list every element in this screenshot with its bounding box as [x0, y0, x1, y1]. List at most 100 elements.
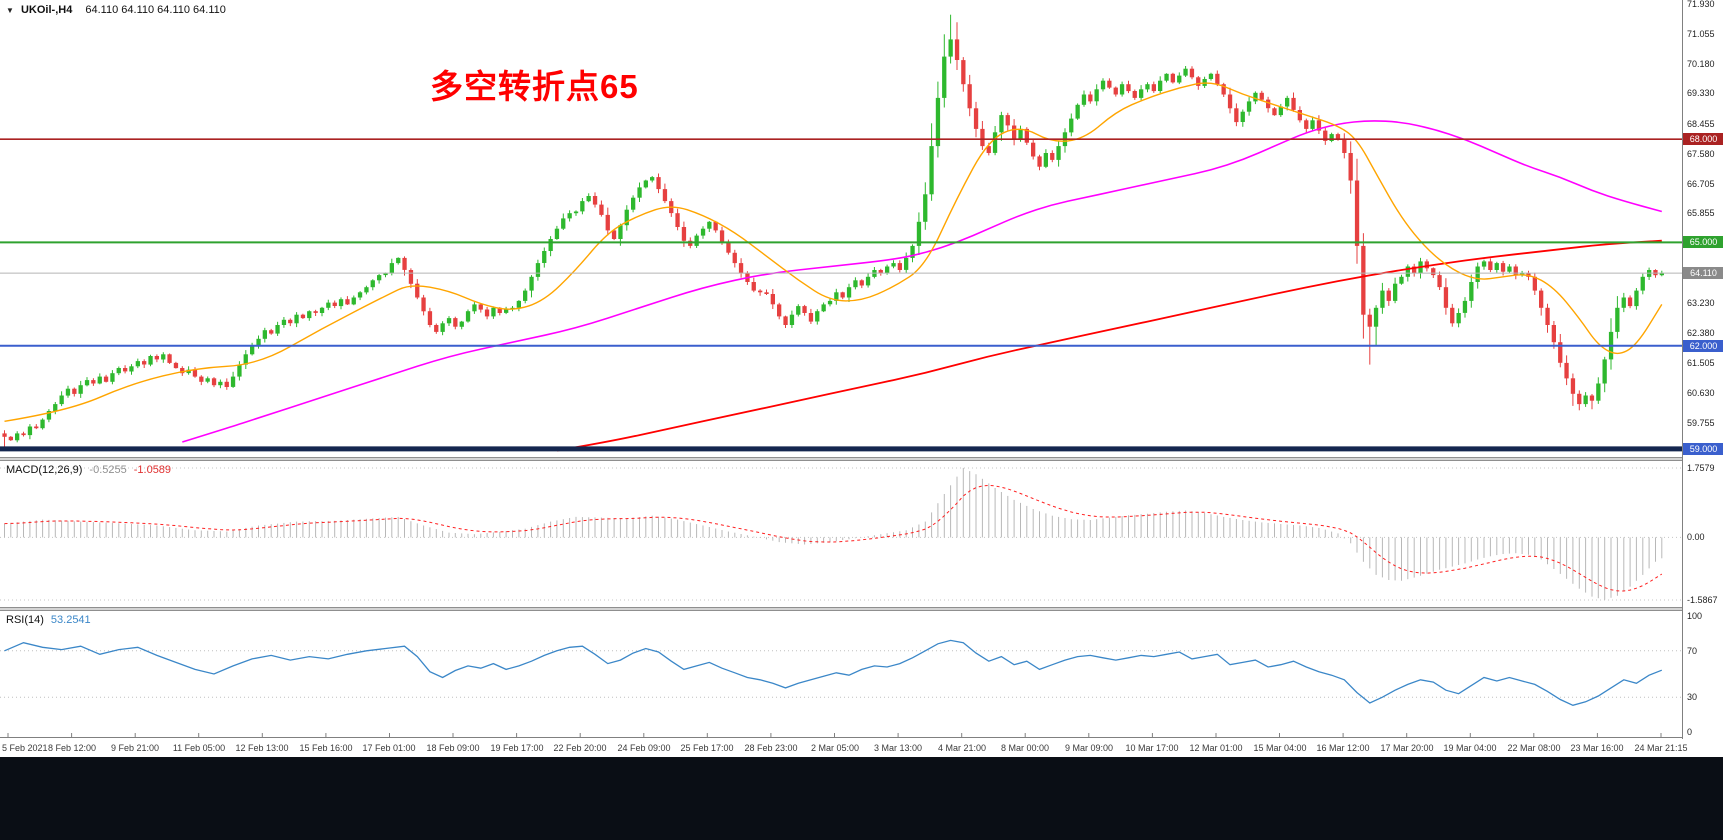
candle: [167, 353, 172, 364]
candle: [345, 296, 350, 305]
candle: [783, 315, 788, 328]
annotation-text[interactable]: 多空转折点65: [430, 68, 639, 105]
time-axis-label: 10 Mar 17:00: [1125, 743, 1179, 753]
candle: [1170, 72, 1175, 84]
candle: [275, 321, 280, 336]
rsi-axis-label: 0: [1687, 727, 1693, 737]
time-axis-label: 16 Mar 12:00: [1316, 743, 1370, 753]
candle: [548, 236, 553, 257]
candle: [523, 288, 528, 304]
time-axis-label: 9 Feb 21:00: [110, 743, 160, 753]
candle: [1329, 132, 1334, 143]
price-axis-label: 67.580: [1687, 149, 1715, 159]
candle: [142, 359, 147, 368]
candle: [1208, 72, 1214, 81]
candle: [364, 285, 369, 295]
candle: [1285, 95, 1290, 111]
candle: [1119, 81, 1125, 97]
candle: [573, 210, 579, 216]
candle: [84, 377, 90, 387]
candle: [764, 289, 769, 295]
candle: [1634, 288, 1639, 310]
price-badge-current-price: 64.110: [1683, 267, 1723, 279]
candle: [1316, 115, 1322, 134]
candle: [910, 244, 915, 263]
rsi-name: RSI(14): [6, 614, 44, 626]
candle: [1494, 261, 1499, 273]
candle: [1507, 264, 1512, 274]
candle: [1151, 81, 1156, 93]
candle: [123, 365, 128, 374]
candle: [1640, 273, 1645, 295]
price-axis-label: 69.330: [1687, 88, 1715, 98]
candle: [453, 316, 458, 330]
candle: [1234, 103, 1239, 127]
candle: [148, 354, 153, 367]
candle: [1145, 82, 1150, 93]
candle: [802, 304, 807, 316]
candle: [1627, 295, 1633, 309]
candle: [694, 233, 699, 248]
candle: [1354, 158, 1360, 264]
candle: [1189, 66, 1195, 80]
candle: [300, 313, 306, 319]
candle: [1583, 392, 1588, 407]
candle: [999, 111, 1004, 141]
candle: [1177, 72, 1182, 85]
candle: [491, 306, 496, 319]
candle: [1513, 264, 1518, 280]
candle: [135, 358, 140, 369]
candle: [1564, 355, 1569, 386]
candle: [796, 304, 801, 317]
candle: [777, 302, 782, 320]
candle: [542, 247, 547, 268]
candle: [853, 277, 858, 290]
macd-indicator-label: MACD(12,26,9) -0.5255 -1.0589: [6, 464, 171, 476]
candle: [1577, 390, 1582, 411]
ohlc-values: 64.110 64.110 64.110 64.110: [85, 4, 226, 16]
symbol-dropdown-icon[interactable]: ▼: [6, 6, 14, 15]
candle: [1373, 305, 1379, 346]
candle: [21, 431, 26, 437]
candle: [1386, 288, 1391, 306]
candle: [948, 14, 953, 64]
time-axis-label: 24 Mar 21:15: [1634, 743, 1688, 753]
panel-separator[interactable]: [0, 457, 1723, 461]
time-axis-label: 12 Feb 13:00: [235, 743, 289, 753]
candle: [1304, 118, 1309, 133]
candle: [465, 309, 471, 323]
candle: [1094, 84, 1099, 106]
candle: [1481, 259, 1487, 270]
candle: [1012, 119, 1017, 146]
chart-canvas: [0, 14, 1723, 738]
candle: [1100, 78, 1106, 92]
candle: [1570, 373, 1576, 406]
candle: [211, 377, 217, 388]
rsi-axis-label: 100: [1687, 611, 1703, 621]
candle: [859, 279, 864, 289]
candle: [154, 354, 159, 363]
candle: [1069, 113, 1074, 137]
time-axis-label: 19 Feb 17:00: [490, 743, 544, 753]
candle: [1462, 297, 1468, 318]
time-axis-label: 15 Mar 04:00: [1253, 743, 1307, 753]
candle: [338, 297, 344, 310]
panel-separator[interactable]: [0, 607, 1723, 611]
candle: [815, 309, 820, 325]
candle: [72, 387, 77, 397]
candle: [1520, 270, 1525, 277]
candle: [1291, 92, 1296, 112]
candle: [1602, 356, 1607, 393]
time-axis-label: 15 Feb 16:00: [299, 743, 353, 753]
candle: [78, 380, 83, 398]
candle: [789, 310, 795, 328]
macd-signal-line: [4, 484, 1663, 592]
candle: [821, 302, 826, 313]
candle: [357, 291, 363, 301]
candle: [1608, 318, 1614, 370]
time-axis-label: 17 Feb 01:00: [362, 743, 416, 753]
candle: [1183, 66, 1188, 77]
candle: [980, 121, 985, 150]
candle: [34, 424, 39, 430]
